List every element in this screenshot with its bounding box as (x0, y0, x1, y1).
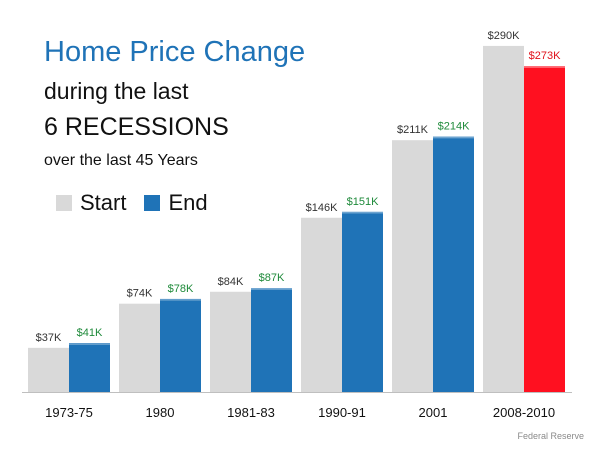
bar-start-1981-83 (210, 291, 251, 392)
chart-subtitle-line2: 6 RECESSIONS (44, 113, 229, 141)
chart-title: Home Price Change (44, 36, 306, 68)
bar-start-2001 (392, 140, 433, 392)
legend-label-end: End (168, 190, 208, 215)
data-label-start-1981-83: $84K (218, 276, 244, 288)
data-label-end-1973-75: $41K (77, 327, 103, 339)
x-tick-label-1981-83: 1981-83 (227, 405, 275, 420)
chart-subtitle-line3: over the last 45 Years (44, 152, 198, 169)
x-tick-label-1990-91: 1990-91 (318, 405, 366, 420)
x-tick-label-1980: 1980 (146, 405, 175, 420)
data-label-start-1990-91: $146K (306, 202, 338, 214)
legend-label-start: Start (80, 190, 127, 215)
bar-end-2001 (433, 136, 474, 392)
x-tick-label-2001: 2001 (419, 405, 448, 420)
x-tick-label-2008-2010: 2008-2010 (493, 405, 555, 420)
bar-end-1990-91 (342, 211, 383, 392)
bar-start-1980 (119, 303, 160, 392)
legend: Start End (56, 190, 218, 216)
source-note: Federal Reserve (517, 431, 584, 441)
data-label-start-1980: $74K (127, 288, 153, 300)
bar-end-1973-75 (69, 343, 110, 392)
data-label-start-2001: $211K (397, 124, 429, 136)
chart-subtitle-line1: during the last (44, 78, 189, 104)
data-label-start-1973-75: $37K (36, 332, 62, 344)
bar-end-1981-83 (251, 288, 292, 392)
data-label-end-1990-91: $151K (347, 196, 379, 208)
legend-item-start: Start (56, 190, 126, 216)
data-label-end-1981-83: $87K (259, 272, 285, 284)
bar-end-2008-2010 (524, 66, 565, 392)
legend-swatch-end (144, 195, 161, 211)
data-label-end-1980: $78K (168, 283, 194, 295)
bar-end-1980 (160, 298, 201, 392)
data-label-start-2008-2010: $290K (488, 30, 520, 42)
x-tick-label-1973-75: 1973-75 (45, 405, 93, 420)
bar-start-2008-2010 (483, 45, 524, 392)
legend-swatch-start (56, 195, 72, 211)
data-label-end-2008-2010: $273K (529, 50, 561, 62)
bar-start-1973-75 (28, 347, 69, 392)
legend-item-end: End (144, 190, 208, 216)
data-label-end-2001: $214K (438, 121, 470, 133)
bar-start-1990-91 (301, 217, 342, 392)
